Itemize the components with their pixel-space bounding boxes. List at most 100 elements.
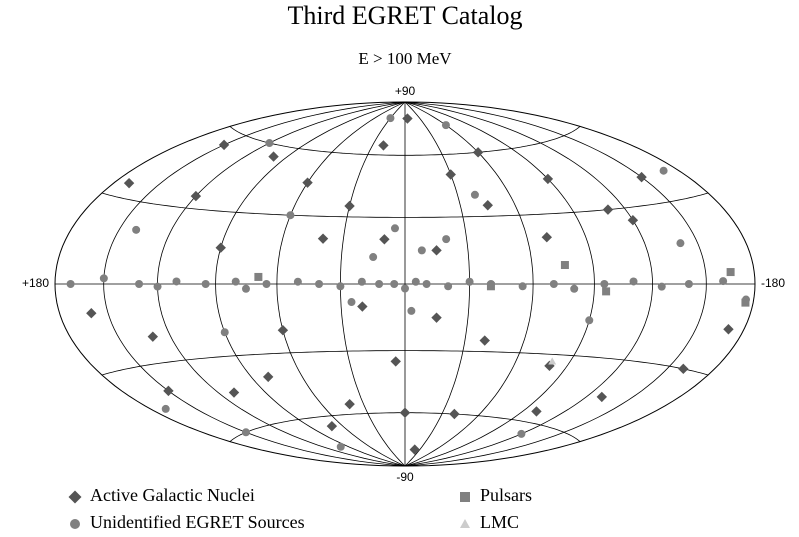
legend: Active Galactic Nuclei Unidentified EGRET…	[68, 485, 532, 532]
point	[375, 280, 384, 288]
point	[86, 308, 97, 319]
point	[163, 385, 174, 397]
x-tick-label: -180	[761, 276, 785, 290]
point	[369, 253, 378, 262]
point	[449, 408, 460, 420]
point	[286, 211, 295, 220]
chart-title: Third EGRET Catalog	[288, 1, 523, 30]
point	[479, 335, 490, 346]
point	[441, 121, 450, 130]
point	[482, 200, 493, 211]
point	[241, 284, 250, 293]
point	[560, 261, 569, 270]
point	[293, 277, 302, 286]
legend-marker	[68, 490, 82, 504]
point	[153, 282, 162, 291]
point	[317, 233, 329, 244]
point	[99, 274, 108, 283]
point	[678, 363, 689, 375]
point	[390, 224, 399, 233]
point	[541, 232, 553, 243]
point	[741, 298, 750, 307]
point	[407, 306, 416, 315]
point	[585, 316, 594, 325]
point	[231, 277, 240, 286]
legend-label: Active Galactic Nuclei	[90, 485, 255, 505]
point	[417, 246, 426, 255]
grid-line	[101, 350, 709, 376]
legend-marker	[460, 492, 470, 502]
point	[600, 280, 609, 288]
point	[659, 166, 668, 175]
point	[172, 277, 181, 286]
point	[390, 356, 401, 367]
legend-marker	[460, 519, 470, 528]
point	[657, 282, 666, 291]
point	[390, 280, 399, 288]
point	[135, 280, 144, 288]
point	[518, 282, 527, 291]
point	[336, 442, 345, 451]
point	[548, 357, 557, 365]
point	[602, 287, 611, 296]
point	[315, 280, 324, 288]
point	[726, 268, 735, 277]
legend-marker	[70, 519, 80, 529]
point	[302, 177, 313, 188]
point	[336, 282, 345, 291]
point	[132, 225, 141, 234]
point	[422, 280, 431, 288]
point	[531, 406, 542, 417]
legend-label: Unidentified EGRET Sources	[90, 512, 305, 532]
point	[399, 407, 411, 418]
chart-subtitle: E > 100 MeV	[358, 49, 452, 68]
point	[465, 277, 474, 286]
point	[241, 428, 250, 437]
point	[411, 277, 420, 286]
legend-label: LMC	[480, 512, 519, 532]
point	[357, 277, 366, 286]
point	[596, 391, 608, 403]
point	[326, 420, 338, 432]
point	[262, 371, 274, 383]
point	[431, 245, 442, 256]
point	[220, 328, 229, 337]
x-tick-label: +180	[22, 276, 49, 290]
point	[444, 282, 453, 291]
point	[262, 280, 271, 288]
grid-line	[101, 192, 709, 218]
y-tick-label: -90	[396, 470, 414, 484]
point	[602, 204, 614, 215]
point	[201, 280, 210, 288]
point	[676, 239, 685, 248]
point	[442, 235, 451, 244]
point	[347, 298, 356, 307]
point	[431, 312, 442, 323]
point	[265, 139, 274, 148]
point	[402, 113, 413, 124]
point	[277, 325, 289, 336]
point	[379, 234, 390, 245]
marks	[66, 113, 751, 455]
point	[719, 277, 728, 286]
point	[228, 387, 240, 398]
point	[542, 173, 554, 185]
point	[147, 331, 159, 342]
y-tick-label: +90	[395, 84, 416, 98]
point	[268, 151, 279, 162]
point	[570, 284, 579, 293]
point	[161, 404, 170, 413]
point	[517, 429, 526, 438]
point	[486, 282, 495, 291]
point	[629, 277, 638, 286]
point	[627, 214, 639, 226]
point	[215, 242, 226, 253]
legend-label: Pulsars	[480, 485, 532, 505]
point	[344, 200, 355, 212]
point	[254, 272, 263, 281]
point	[386, 114, 395, 123]
point	[549, 280, 558, 288]
point	[636, 171, 647, 183]
point	[344, 398, 355, 410]
